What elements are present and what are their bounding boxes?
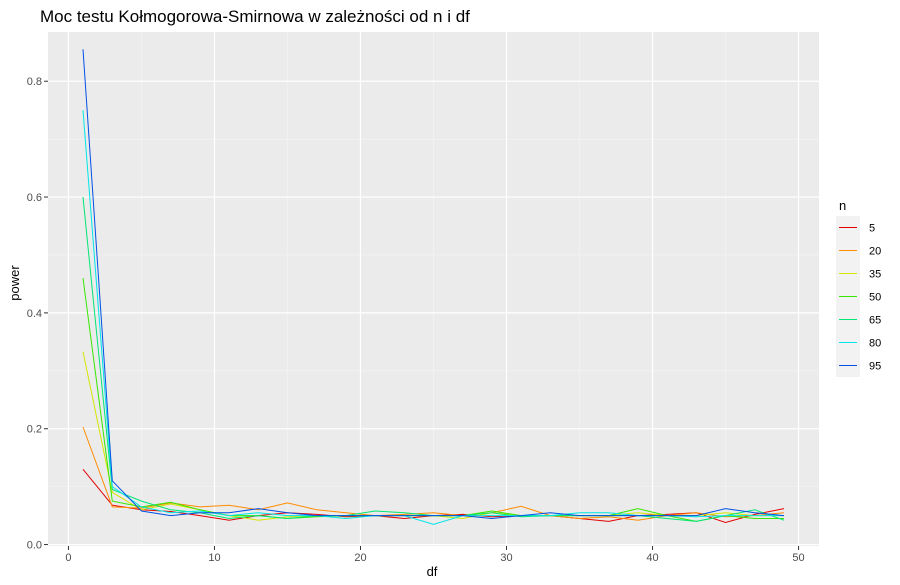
grid-major xyxy=(48,32,819,546)
x-tick-label: 0 xyxy=(65,552,71,564)
legend-label: 5 xyxy=(869,223,875,235)
y-tick-label: 0.2 xyxy=(27,424,42,436)
series-lines xyxy=(82,49,785,525)
legend: n 5 20 35 50 65 80 95 xyxy=(836,198,881,377)
y-axis: 0.0 0.2 0.4 0.6 0.8 xyxy=(27,76,48,552)
legend-title: n xyxy=(839,198,846,213)
legend-label: 35 xyxy=(869,269,881,281)
series-line-n95 xyxy=(82,49,785,520)
x-tick-label: 20 xyxy=(354,552,366,564)
x-tick-label: 40 xyxy=(646,552,658,564)
y-axis-title: power xyxy=(7,265,22,301)
x-tick-label: 10 xyxy=(208,552,220,564)
legend-label: 80 xyxy=(869,338,881,350)
y-tick-label: 0.8 xyxy=(27,76,42,88)
grid-minor xyxy=(48,32,819,546)
legend-label: 65 xyxy=(869,315,881,327)
x-tick-label: 30 xyxy=(500,552,512,564)
y-tick-label: 0.6 xyxy=(27,192,42,204)
x-tick-label: 50 xyxy=(792,552,804,564)
x-axis-title: df xyxy=(427,564,438,579)
x-axis: 0 10 20 30 40 50 xyxy=(65,546,805,564)
legend-label: 20 xyxy=(869,246,881,258)
y-tick-label: 0.4 xyxy=(27,308,42,320)
legend-label: 95 xyxy=(869,361,881,373)
chart-title: Moc testu Kołmogorowa-Smirnowa w zależno… xyxy=(40,7,470,26)
legend-label: 50 xyxy=(869,292,881,304)
y-tick-label: 0.0 xyxy=(27,540,42,552)
